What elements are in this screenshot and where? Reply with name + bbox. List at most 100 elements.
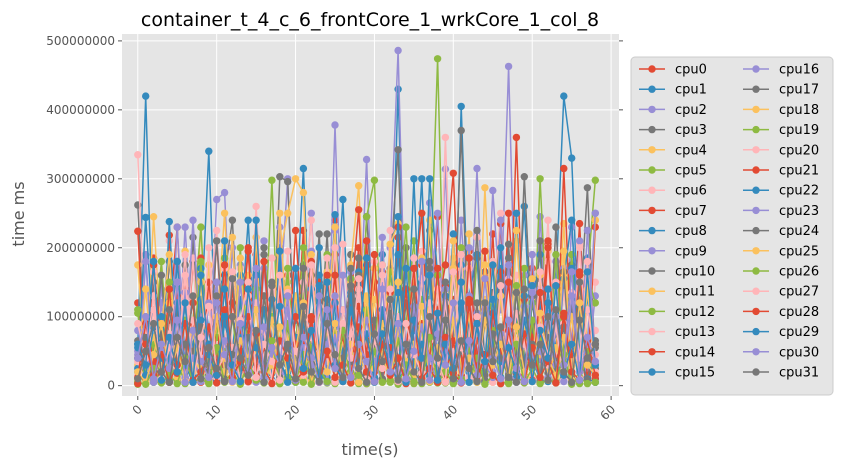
data-point (276, 376, 284, 384)
legend-item-cpu10: cpu10 (639, 265, 715, 280)
data-point (473, 250, 481, 259)
data-point (213, 278, 221, 286)
data-point (504, 261, 513, 269)
legend-item-cpu4: cpu4 (639, 143, 707, 158)
data-point (457, 299, 465, 307)
data-point (189, 216, 197, 224)
data-point (157, 271, 166, 279)
data-point (497, 216, 505, 224)
legend-item-cpu25: cpu25 (743, 244, 819, 259)
data-point (205, 344, 213, 352)
data-point (284, 340, 292, 348)
data-point (268, 337, 276, 345)
data-point (220, 261, 229, 269)
data-point (426, 376, 434, 384)
data-point (504, 254, 513, 262)
data-point (536, 309, 544, 317)
data-point (552, 282, 560, 290)
data-point (544, 285, 552, 293)
legend-item-cpu31: cpu31 (743, 366, 819, 381)
data-point (165, 278, 173, 286)
legend-label: cpu22 (779, 184, 819, 199)
data-point (544, 376, 552, 384)
data-point (299, 264, 308, 273)
data-point (291, 313, 300, 321)
data-point (181, 271, 189, 279)
legend-label: cpu1 (675, 83, 707, 98)
data-point (512, 282, 521, 290)
data-point (536, 373, 544, 382)
data-point (307, 216, 315, 224)
legend-label: cpu23 (779, 204, 819, 219)
data-point (489, 261, 497, 269)
data-point (481, 261, 489, 269)
data-point (418, 209, 426, 217)
data-point (426, 271, 434, 279)
data-point (583, 226, 592, 235)
data-point (560, 247, 568, 255)
data-point (410, 368, 418, 376)
data-point (355, 254, 363, 262)
legend-item-cpu8: cpu8 (639, 224, 707, 239)
data-point (220, 188, 229, 197)
data-point (299, 302, 308, 311)
data-point (236, 254, 244, 262)
legend-label: cpu21 (779, 164, 819, 179)
data-point (441, 165, 450, 173)
data-point (552, 379, 560, 387)
legend-swatch-marker (648, 307, 656, 316)
legend-label: cpu10 (675, 265, 715, 280)
legend-label: cpu18 (779, 103, 819, 118)
data-point (323, 347, 331, 355)
data-point (299, 244, 308, 252)
data-point (536, 237, 544, 245)
legend-label: cpu17 (779, 83, 819, 98)
data-point (362, 237, 371, 245)
legend-swatch-marker (752, 307, 760, 316)
data-point (575, 237, 584, 245)
data-point (165, 299, 173, 307)
data-point (149, 375, 158, 383)
data-point (157, 257, 166, 266)
data-point (355, 378, 363, 386)
y-tick-label: 100000000 (46, 310, 115, 324)
data-point (134, 375, 142, 383)
data-point (213, 292, 221, 300)
data-point (465, 230, 473, 238)
data-point (355, 364, 363, 373)
data-point (394, 278, 402, 286)
data-point (426, 257, 434, 266)
x-tick-label: 10 (203, 402, 224, 423)
data-point (433, 309, 442, 317)
legend-item-cpu2: cpu2 (639, 103, 707, 118)
data-point (481, 184, 489, 192)
data-point (410, 377, 418, 386)
data-point (418, 378, 426, 386)
legend-item-cpu21: cpu21 (743, 164, 819, 179)
data-point (142, 213, 150, 222)
data-point (299, 364, 308, 373)
data-point (173, 368, 181, 376)
legend-swatch-marker (648, 267, 656, 275)
data-point (142, 380, 150, 388)
data-point (473, 313, 481, 321)
data-point (544, 216, 552, 224)
data-point (347, 275, 355, 283)
legend-item-cpu24: cpu24 (743, 224, 819, 239)
data-point (157, 313, 166, 321)
data-point (181, 250, 189, 259)
x-tick-label: 60 (598, 402, 619, 423)
data-point (504, 316, 513, 324)
data-point (583, 361, 592, 369)
data-point (284, 247, 292, 255)
data-point (568, 268, 576, 276)
data-point (504, 278, 513, 286)
data-point (149, 319, 158, 328)
y-tick-label: 200000000 (46, 241, 115, 255)
data-point (489, 371, 497, 379)
data-point (236, 319, 244, 328)
legend-item-cpu15: cpu15 (639, 366, 715, 381)
data-point (284, 209, 292, 217)
data-point (228, 313, 237, 321)
